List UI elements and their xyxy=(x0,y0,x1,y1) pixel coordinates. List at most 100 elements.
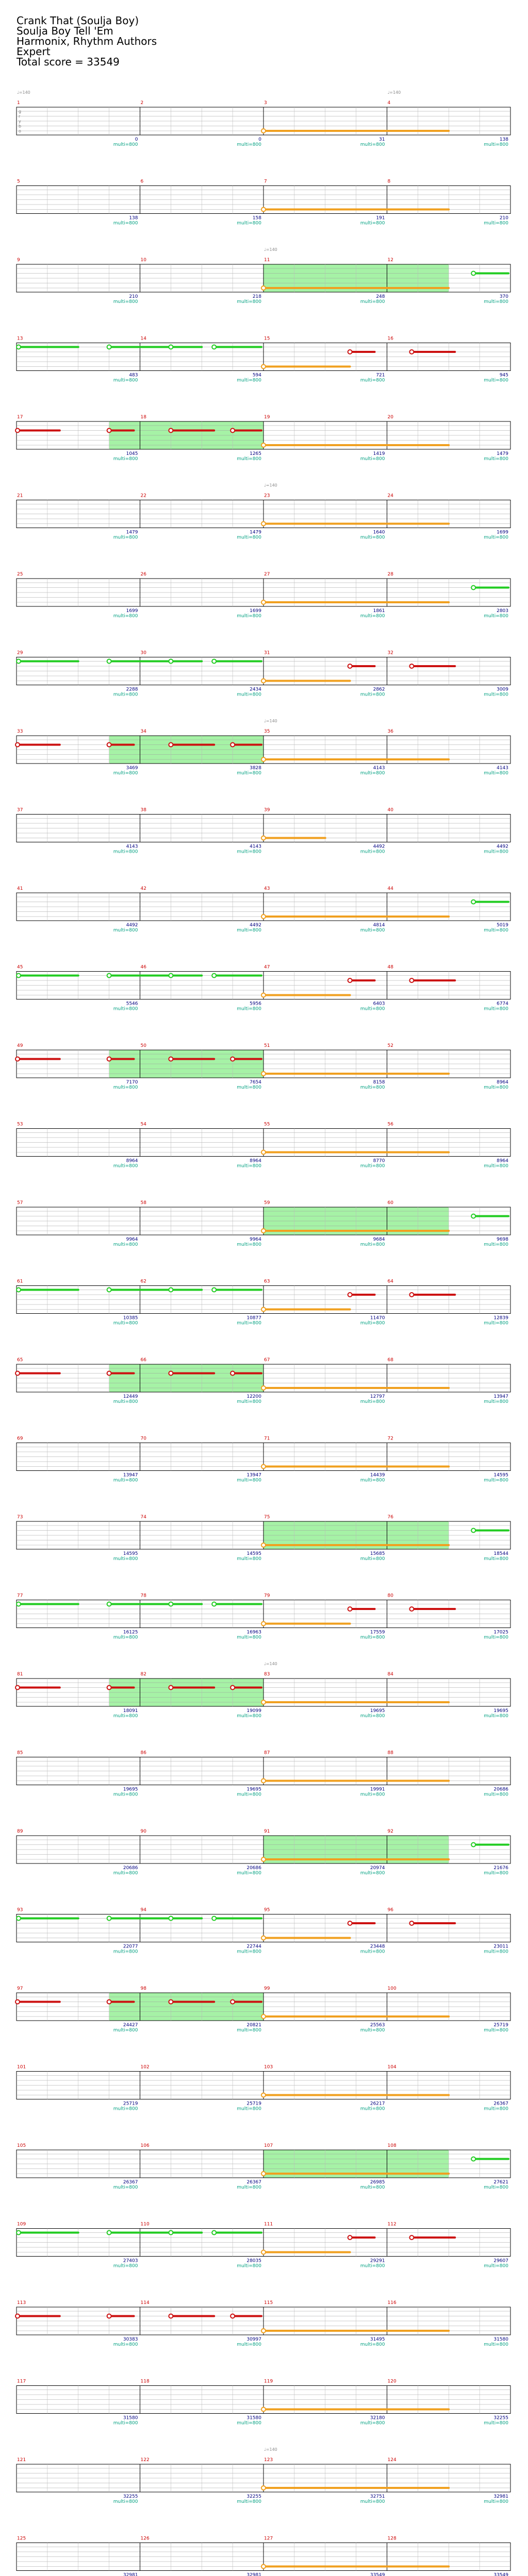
green-note xyxy=(211,344,217,350)
measure-number: 88 xyxy=(388,1751,394,1756)
measure-score: 26217 xyxy=(370,2102,385,2107)
measure-number: 95 xyxy=(264,1908,270,1913)
measure-score: 32255 xyxy=(246,2494,261,2499)
red-note xyxy=(230,1370,236,1376)
multiplier-label: multi=800 xyxy=(113,1635,138,1640)
measure-score: 31580 xyxy=(246,2416,261,2421)
measure-score: 2862 xyxy=(373,687,385,692)
measure-score: 4492 xyxy=(126,923,138,928)
measure-score: 4492 xyxy=(497,844,508,850)
multiplier-label: multi=800 xyxy=(360,2107,385,2112)
multiplier-label: multi=800 xyxy=(113,2499,138,2504)
measure-score: 26367 xyxy=(493,2102,508,2107)
multiplier-label: multi=800 xyxy=(237,928,261,933)
measure-score: 22077 xyxy=(123,1944,138,1950)
multiplier-label: multi=800 xyxy=(237,692,261,698)
song-authors: Harmonix, Rhythm Authors xyxy=(16,35,157,47)
measure-number: 118 xyxy=(141,2379,150,2384)
measure-number: 61 xyxy=(17,1279,23,1284)
measure-score: 13947 xyxy=(246,1473,261,1478)
multiplier-label: multi=800 xyxy=(484,1556,508,1562)
red-note xyxy=(230,428,236,433)
red-note xyxy=(15,428,20,433)
measure-number: 102 xyxy=(141,2065,150,2070)
multiplier-label: multi=800 xyxy=(237,456,261,462)
green-note xyxy=(16,344,21,350)
orange-bass-note xyxy=(261,835,266,841)
measure-number: 41 xyxy=(17,886,23,891)
multiplier-label: multi=800 xyxy=(484,299,508,304)
measure-number: 96 xyxy=(388,1908,394,1913)
measure-number: 37 xyxy=(17,808,23,813)
tempo-marker: ♩=140 xyxy=(17,90,30,95)
multiplier-label: multi=800 xyxy=(484,456,508,462)
red-note xyxy=(409,2235,415,2240)
measure-score: 18544 xyxy=(493,1551,508,1556)
orange-bass-note xyxy=(261,443,266,448)
measure-number: 22 xyxy=(141,494,146,499)
measure-score: 4492 xyxy=(373,844,385,850)
orange-bass-note xyxy=(261,364,266,369)
multiplier-label: multi=800 xyxy=(237,221,261,226)
multiplier-label: multi=800 xyxy=(237,1792,261,1798)
multiplier-label: multi=800 xyxy=(484,692,508,698)
measure-score: 19695 xyxy=(123,1787,138,1792)
measure-score: 14595 xyxy=(246,1551,261,1556)
green-note xyxy=(211,658,217,664)
multiplier-label: multi=800 xyxy=(360,850,385,855)
measure-number: 33 xyxy=(17,729,23,734)
measure-score: 20686 xyxy=(246,1866,261,1871)
multiplier-label: multi=800 xyxy=(113,928,138,933)
orange-bass-note xyxy=(261,1464,266,1469)
measure-score: 5546 xyxy=(126,1002,138,1007)
green-note xyxy=(106,973,112,978)
measure-number: 18 xyxy=(141,415,147,420)
multiplier-label: multi=800 xyxy=(360,1478,385,1483)
red-note xyxy=(168,1370,174,1376)
multiplier-label: multi=800 xyxy=(484,2107,508,2112)
measure-score: 3009 xyxy=(497,687,508,692)
tempo-marker: ♩=140 xyxy=(388,90,401,95)
multiplier-label: multi=800 xyxy=(237,2107,261,2112)
multiplier-label: multi=800 xyxy=(113,1399,138,1404)
multiplier-label: multi=800 xyxy=(237,2264,261,2269)
measure-number: 45 xyxy=(17,965,23,970)
multiplier-label: multi=800 xyxy=(484,1478,508,1483)
green-note xyxy=(168,344,174,350)
measure-score: 32981 xyxy=(123,2573,138,2576)
multiplier-label: multi=800 xyxy=(113,1556,138,1562)
green-note xyxy=(168,658,174,664)
measure-score: 8158 xyxy=(373,1080,385,1085)
measure-score: 1699 xyxy=(497,530,508,535)
measure-number: 12 xyxy=(388,258,393,263)
red-note xyxy=(106,428,112,433)
multiplier-label: multi=800 xyxy=(484,771,508,776)
measure-number: 27 xyxy=(264,572,270,577)
multiplier-label: multi=800 xyxy=(484,2264,508,2269)
measure-score: 8964 xyxy=(497,1080,508,1085)
measure-score: 370 xyxy=(500,294,508,299)
measure-number: 34 xyxy=(141,729,147,734)
measure-score: 1640 xyxy=(373,530,385,535)
measure-number: 19 xyxy=(264,415,270,420)
orange-bass-note xyxy=(261,992,266,998)
multiplier-label: multi=800 xyxy=(360,771,385,776)
measure-number: 105 xyxy=(17,2143,26,2148)
multiplier-label: multi=800 xyxy=(237,535,261,540)
multiplier-label: multi=800 xyxy=(360,1321,385,1326)
orange-bass-note xyxy=(261,2171,266,2176)
measure-number: 4 xyxy=(388,100,391,106)
tempo-marker: ♩=140 xyxy=(264,2447,277,2452)
measure-number: 92 xyxy=(388,1829,393,1834)
measure-number: 104 xyxy=(388,2065,397,2070)
measure-number: 107 xyxy=(264,2143,273,2148)
measure-score: 4492 xyxy=(250,923,261,928)
measure-number: 123 xyxy=(264,2458,273,2463)
orange-bass-note xyxy=(261,600,266,605)
measure-score: 27403 xyxy=(123,2259,138,2264)
green-note xyxy=(16,973,21,978)
red-note xyxy=(106,742,112,748)
measure-number: 42 xyxy=(141,886,146,891)
multiplier-label: multi=800 xyxy=(360,1085,385,1090)
green-note xyxy=(16,1916,21,1921)
